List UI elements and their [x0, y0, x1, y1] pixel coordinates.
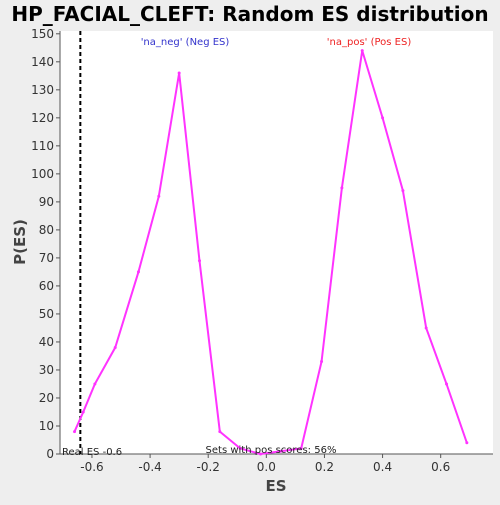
- data-point: [93, 382, 97, 386]
- axes: [59, 31, 493, 455]
- data-point: [238, 446, 242, 450]
- data-point: [73, 430, 77, 434]
- pos-es-label: 'na_pos' (Pos ES): [327, 37, 412, 48]
- data-point: [360, 49, 364, 53]
- y-tick-label: 120: [31, 111, 54, 125]
- data-point: [340, 186, 344, 190]
- y-tick-label: 150: [31, 27, 54, 41]
- y-tick-label: 80: [39, 223, 54, 237]
- data-point: [259, 452, 263, 456]
- sets-with-pos-scores-label: Sets with pos scores: 56%: [206, 445, 337, 456]
- data-point: [320, 360, 324, 364]
- x-tick-label: -0.6: [80, 460, 103, 474]
- y-tick-label: 70: [39, 251, 54, 265]
- neg-es-label: 'na_neg' (Neg ES): [141, 37, 230, 48]
- ticks: 0 10 20 30 40 50 60 70 80 90 100 110 120 130 140 150 -0.…: [31, 27, 450, 474]
- x-tick-label: 0.2: [315, 460, 334, 474]
- data-point: [445, 382, 449, 386]
- y-tick-label: 130: [31, 83, 54, 97]
- data-point: [113, 346, 117, 350]
- chart-title: HP_FACIAL_CLEFT: Random ES distribution: [11, 2, 488, 26]
- y-tick-label: 100: [31, 167, 54, 181]
- series-group: [73, 49, 469, 456]
- y-tick-label: 60: [39, 279, 54, 293]
- data-point: [177, 71, 181, 75]
- data-point: [381, 116, 385, 120]
- x-axis-label: ES: [265, 477, 286, 495]
- data-point: [465, 441, 469, 445]
- data-point: [299, 446, 303, 450]
- data-point: [136, 270, 140, 274]
- y-tick-label: 90: [39, 195, 54, 209]
- x-tick-label: -0.2: [196, 460, 219, 474]
- data-point: [279, 449, 283, 453]
- x-tick-label: -0.4: [138, 460, 161, 474]
- x-tick-label: 0.4: [373, 460, 392, 474]
- y-axis-label: P(ES): [11, 219, 29, 265]
- data-point: [424, 326, 428, 330]
- y-tick-label: 50: [39, 307, 54, 321]
- data-point: [197, 259, 201, 263]
- plot-area: [60, 31, 493, 454]
- real-es-label: Real ES -0.6: [62, 447, 122, 458]
- x-tick-label: 0.0: [257, 460, 276, 474]
- y-tick-label: 10: [39, 419, 54, 433]
- y-tick-label: 30: [39, 363, 54, 377]
- x-tick-label: 0.6: [431, 460, 450, 474]
- y-tick-label: 140: [31, 55, 54, 69]
- y-tick-label: 40: [39, 335, 54, 349]
- y-tick-label: 20: [39, 391, 54, 405]
- data-point: [81, 410, 85, 414]
- y-tick-label: 0: [46, 447, 54, 461]
- data-point: [157, 194, 161, 198]
- data-point: [218, 430, 222, 434]
- data-point: [401, 189, 405, 193]
- y-tick-label: 110: [31, 139, 54, 153]
